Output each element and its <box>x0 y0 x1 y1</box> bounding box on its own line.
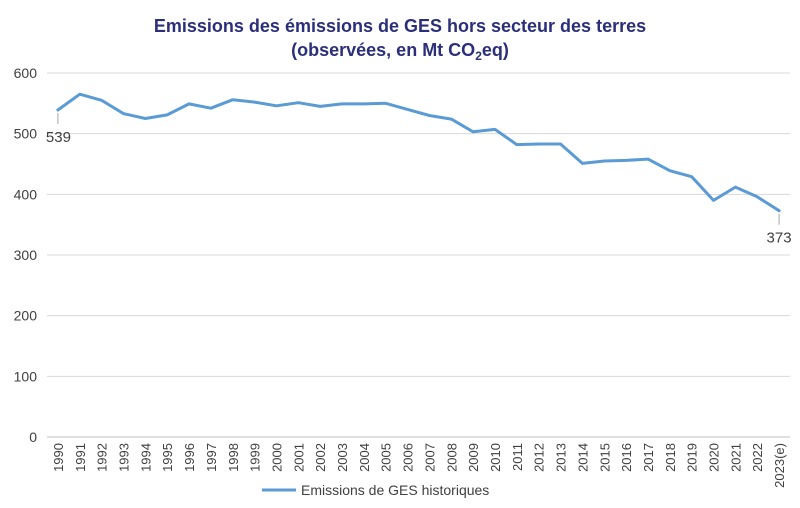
x-tick-label: 2001 <box>291 443 306 472</box>
x-tick-label: 2004 <box>357 443 372 472</box>
y-tick-label: 100 <box>14 368 38 384</box>
x-tick-label: 1992 <box>95 443 110 472</box>
x-tick-label: 2007 <box>422 443 437 472</box>
x-tick-label: 2019 <box>685 443 700 472</box>
x-tick-label: 1990 <box>51 443 66 472</box>
x-tick-label: 2012 <box>532 443 547 472</box>
x-tick-label: 2010 <box>488 443 503 472</box>
x-tick-label: 1994 <box>138 443 153 472</box>
y-tick-label: 200 <box>14 308 38 324</box>
series-layer <box>56 92 781 213</box>
gridlines <box>47 72 790 438</box>
x-tick-label: 1993 <box>116 443 131 472</box>
x-tick-label: 2005 <box>379 443 394 472</box>
x-tick-label: 2013 <box>554 443 569 472</box>
series-line-0 <box>56 92 781 213</box>
x-tick-label: 2002 <box>313 443 328 472</box>
x-tick-label: 1996 <box>182 443 197 472</box>
x-tick-label: 2011 <box>510 443 525 471</box>
x-tick-label: 2000 <box>269 443 284 472</box>
x-tick-label: 2015 <box>597 443 612 472</box>
x-tick-label: 2023(e) <box>772 443 787 488</box>
x-tick-label: 1999 <box>248 443 263 472</box>
y-tick-label: 400 <box>14 186 38 202</box>
chart-title-suffix: eq) <box>482 40 509 60</box>
x-tick-label: 2003 <box>335 443 350 472</box>
x-tick-label: 2009 <box>466 443 481 472</box>
legend: Emissions de GES historiques <box>262 482 489 498</box>
x-tick-label: 2018 <box>663 443 678 472</box>
x-tick-label: 1998 <box>226 443 241 472</box>
chart-title-prefix: (observées, en Mt CO <box>291 40 475 60</box>
x-tick-label: 2017 <box>641 443 656 472</box>
x-tick-label: 2020 <box>707 443 722 472</box>
chart-title-line2: (observées, en Mt CO2eq) <box>291 40 509 63</box>
chart-title-subscript: 2 <box>475 49 482 63</box>
y-tick-label: 300 <box>14 247 38 263</box>
y-tick-label: 500 <box>14 126 38 142</box>
x-tick-label: 1997 <box>204 443 219 472</box>
legend-label: Emissions de GES historiques <box>301 482 489 498</box>
x-tick-label: 1991 <box>73 443 88 472</box>
data-label: 539 <box>46 129 71 146</box>
x-tick-label: 1995 <box>160 443 175 472</box>
x-tick-label: 2016 <box>619 443 634 472</box>
data-label: 373 <box>767 230 792 247</box>
x-axis-ticks: 1990 1991 1992 1993 1994 1995 1996 1997 1998 1999… <box>51 443 787 488</box>
x-tick-label: 2021 <box>728 443 743 472</box>
x-tick-label: 2006 <box>401 443 416 472</box>
x-tick-label: 2014 <box>575 443 590 472</box>
x-tick-label: 2008 <box>444 443 459 472</box>
y-tick-label: 600 <box>14 65 38 81</box>
chart-title-line1: Emissions des émissions de GES hors sect… <box>154 16 646 36</box>
y-axis-ticks: 0 100 200 300 400 500 600 <box>14 65 38 445</box>
data-labels: 539 373 <box>46 113 792 247</box>
y-tick-label: 0 <box>29 429 37 445</box>
x-tick-label: 2022 <box>750 443 765 472</box>
